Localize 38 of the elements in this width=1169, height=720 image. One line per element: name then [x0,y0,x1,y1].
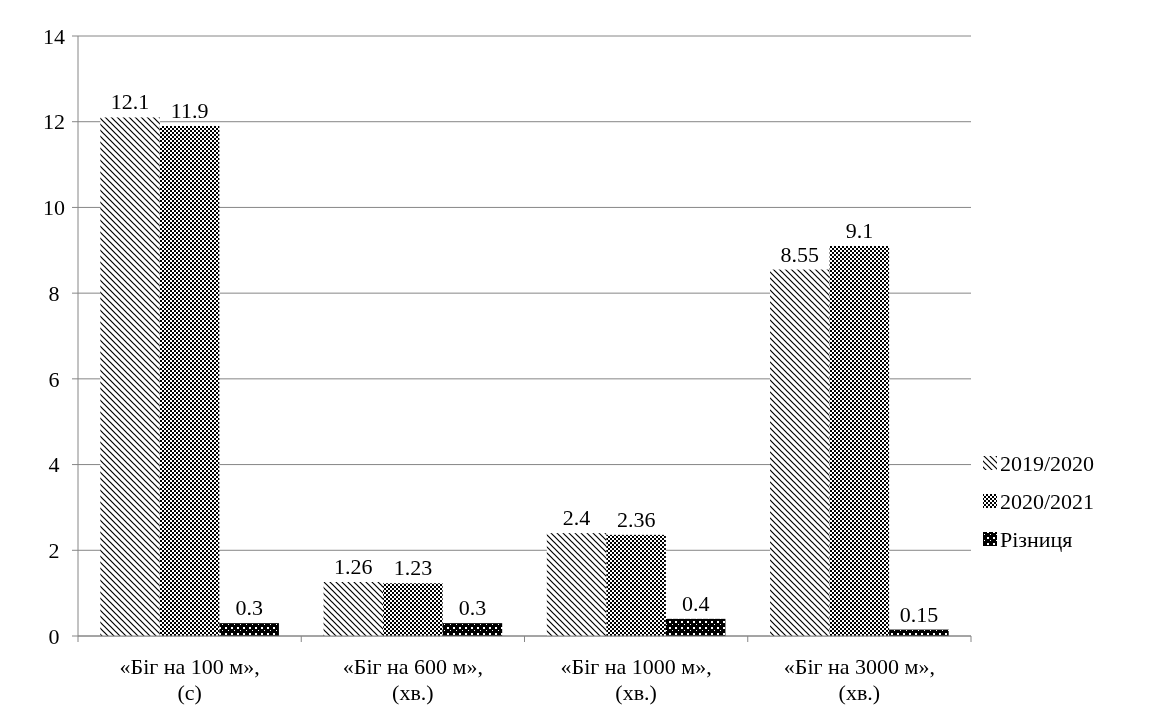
data-label: 0.3 [235,595,263,621]
data-label: 0.15 [899,601,939,627]
bar [383,583,443,636]
x-tick-label: «Біг на 1000 м», (хв.) [560,654,712,705]
y-tick-label: 2 [48,537,60,563]
data-label: 9.1 [845,218,874,243]
x-tick-label: «Біг на 100 м», (с) [119,654,260,705]
data-label: 2.4 [562,505,591,531]
y-tick-label: 8 [48,280,60,306]
x-tick-label: «Біг на 3000 м», (хв.) [783,654,935,705]
bar [829,246,890,636]
y-tick-label: 0 [48,623,60,649]
data-label: 1.26 [334,554,373,579]
y-tick-label: 4 [48,452,60,478]
data-label: 11.9 [170,98,209,123]
bar [159,126,220,636]
y-tick-label: 6 [48,366,60,392]
bar [323,582,384,636]
x-tick-label: «Біг на 600 м», (хв.) [342,654,483,705]
data-label: 12.1 [110,89,150,115]
bar [770,269,830,636]
legend-label: 2019/2020 [1000,450,1095,476]
bar [219,623,279,636]
legend-label: Різниця [1000,526,1073,552]
y-tick-label: 14 [43,23,65,49]
bar [546,533,607,636]
bar [606,534,666,636]
y-tick-label: 12 [43,109,65,135]
legend-label: 2020/2021 [1000,488,1095,514]
data-label: 1.23 [393,555,433,581]
data-label: 8.55 [780,241,820,267]
y-tick-label: 10 [43,195,65,221]
bar [442,623,503,636]
bar [100,117,160,636]
data-label: 2.36 [616,506,656,532]
data-label: 0.4 [681,590,710,616]
bar [665,618,726,636]
data-label: 0.3 [458,595,487,621]
